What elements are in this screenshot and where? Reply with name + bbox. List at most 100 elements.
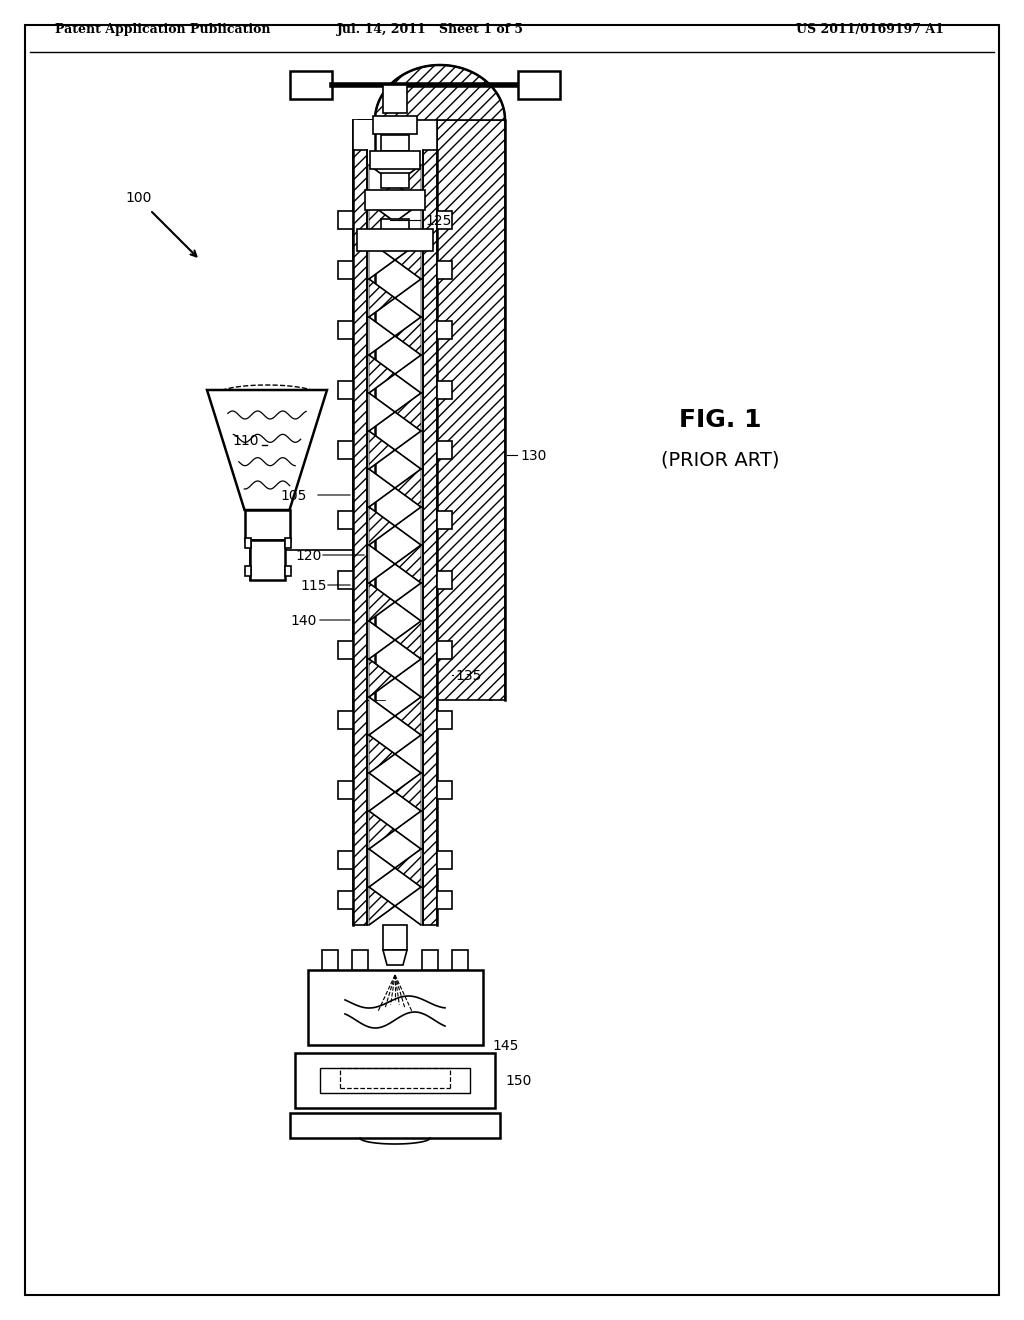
Polygon shape [369, 279, 395, 317]
Bar [437, 851, 452, 869]
Text: (PRIOR ART): (PRIOR ART) [660, 450, 779, 470]
Bar [452, 950, 468, 970]
Text: 120: 120 [295, 549, 322, 564]
Bar [437, 642, 452, 659]
Bar [437, 511, 452, 529]
Polygon shape [395, 735, 421, 774]
Polygon shape [369, 849, 395, 887]
Polygon shape [369, 659, 395, 697]
Polygon shape [369, 697, 395, 735]
Bar [357, 228, 433, 251]
Text: 100: 100 [125, 191, 152, 205]
Bar [338, 211, 353, 228]
Text: 125: 125 [425, 214, 452, 228]
Bar [338, 851, 353, 869]
Bar [250, 540, 285, 579]
Polygon shape [395, 507, 421, 545]
Polygon shape [369, 545, 395, 583]
Bar [338, 261, 353, 279]
Polygon shape [395, 393, 421, 432]
Bar [437, 120, 505, 700]
Bar [353, 150, 367, 925]
Text: 140: 140 [290, 614, 316, 628]
Bar [353, 120, 375, 700]
Bar [353, 120, 437, 700]
Bar [285, 566, 291, 576]
Bar [295, 1053, 495, 1107]
Bar [358, 120, 385, 700]
Text: 130: 130 [520, 449, 547, 463]
Polygon shape [369, 242, 395, 279]
Bar [437, 321, 452, 339]
Bar [338, 511, 353, 529]
Bar [383, 925, 407, 950]
Bar [338, 381, 353, 399]
Bar [370, 150, 420, 169]
Bar [338, 781, 353, 799]
Polygon shape [383, 950, 407, 965]
Polygon shape [395, 849, 421, 887]
Bar [307, 970, 482, 1045]
Text: Jul. 14, 2011   Sheet 1 of 5: Jul. 14, 2011 Sheet 1 of 5 [337, 24, 523, 37]
Polygon shape [395, 545, 421, 583]
Bar [381, 135, 409, 150]
Polygon shape [369, 355, 395, 393]
Bar [383, 84, 407, 114]
Text: 150: 150 [505, 1074, 531, 1088]
Polygon shape [369, 887, 395, 925]
Polygon shape [395, 620, 421, 659]
Bar [437, 781, 452, 799]
Bar [338, 642, 353, 659]
Polygon shape [395, 165, 421, 203]
Bar [352, 950, 368, 970]
Polygon shape [395, 242, 421, 279]
Text: FIG. 1: FIG. 1 [679, 408, 761, 432]
Polygon shape [395, 810, 421, 849]
Polygon shape [369, 583, 395, 620]
Polygon shape [369, 735, 395, 774]
Polygon shape [369, 432, 395, 469]
Polygon shape [369, 469, 395, 507]
Bar [437, 211, 452, 228]
Bar [322, 950, 338, 970]
Bar [381, 173, 409, 187]
Polygon shape [369, 165, 395, 203]
Bar [437, 261, 452, 279]
Bar [338, 572, 353, 589]
Bar [338, 891, 353, 909]
Bar [518, 71, 560, 99]
Text: Patent Application Publication: Patent Application Publication [55, 24, 270, 37]
Bar [437, 711, 452, 729]
Bar [490, 120, 492, 700]
Bar [422, 950, 438, 970]
Text: 115: 115 [300, 579, 327, 593]
Text: 105: 105 [280, 488, 306, 503]
Polygon shape [395, 203, 421, 242]
Bar [437, 891, 452, 909]
Polygon shape [375, 65, 505, 120]
Bar [338, 441, 353, 459]
Polygon shape [369, 810, 395, 849]
Bar [245, 510, 290, 540]
Polygon shape [395, 432, 421, 469]
Bar [437, 381, 452, 399]
Text: US 2011/0169197 A1: US 2011/0169197 A1 [796, 24, 944, 37]
Polygon shape [369, 507, 395, 545]
Polygon shape [369, 774, 395, 810]
Bar [381, 219, 409, 231]
Text: 145: 145 [493, 1039, 519, 1053]
Text: 135: 135 [455, 669, 481, 682]
Bar [290, 71, 332, 99]
Polygon shape [395, 774, 421, 810]
Bar [365, 190, 425, 210]
Bar [437, 441, 452, 459]
Bar [437, 572, 452, 589]
Bar [285, 539, 291, 548]
Polygon shape [207, 389, 327, 510]
Bar [423, 150, 437, 925]
Polygon shape [395, 355, 421, 393]
Bar [338, 321, 353, 339]
Polygon shape [395, 279, 421, 317]
Polygon shape [395, 887, 421, 925]
Polygon shape [395, 583, 421, 620]
